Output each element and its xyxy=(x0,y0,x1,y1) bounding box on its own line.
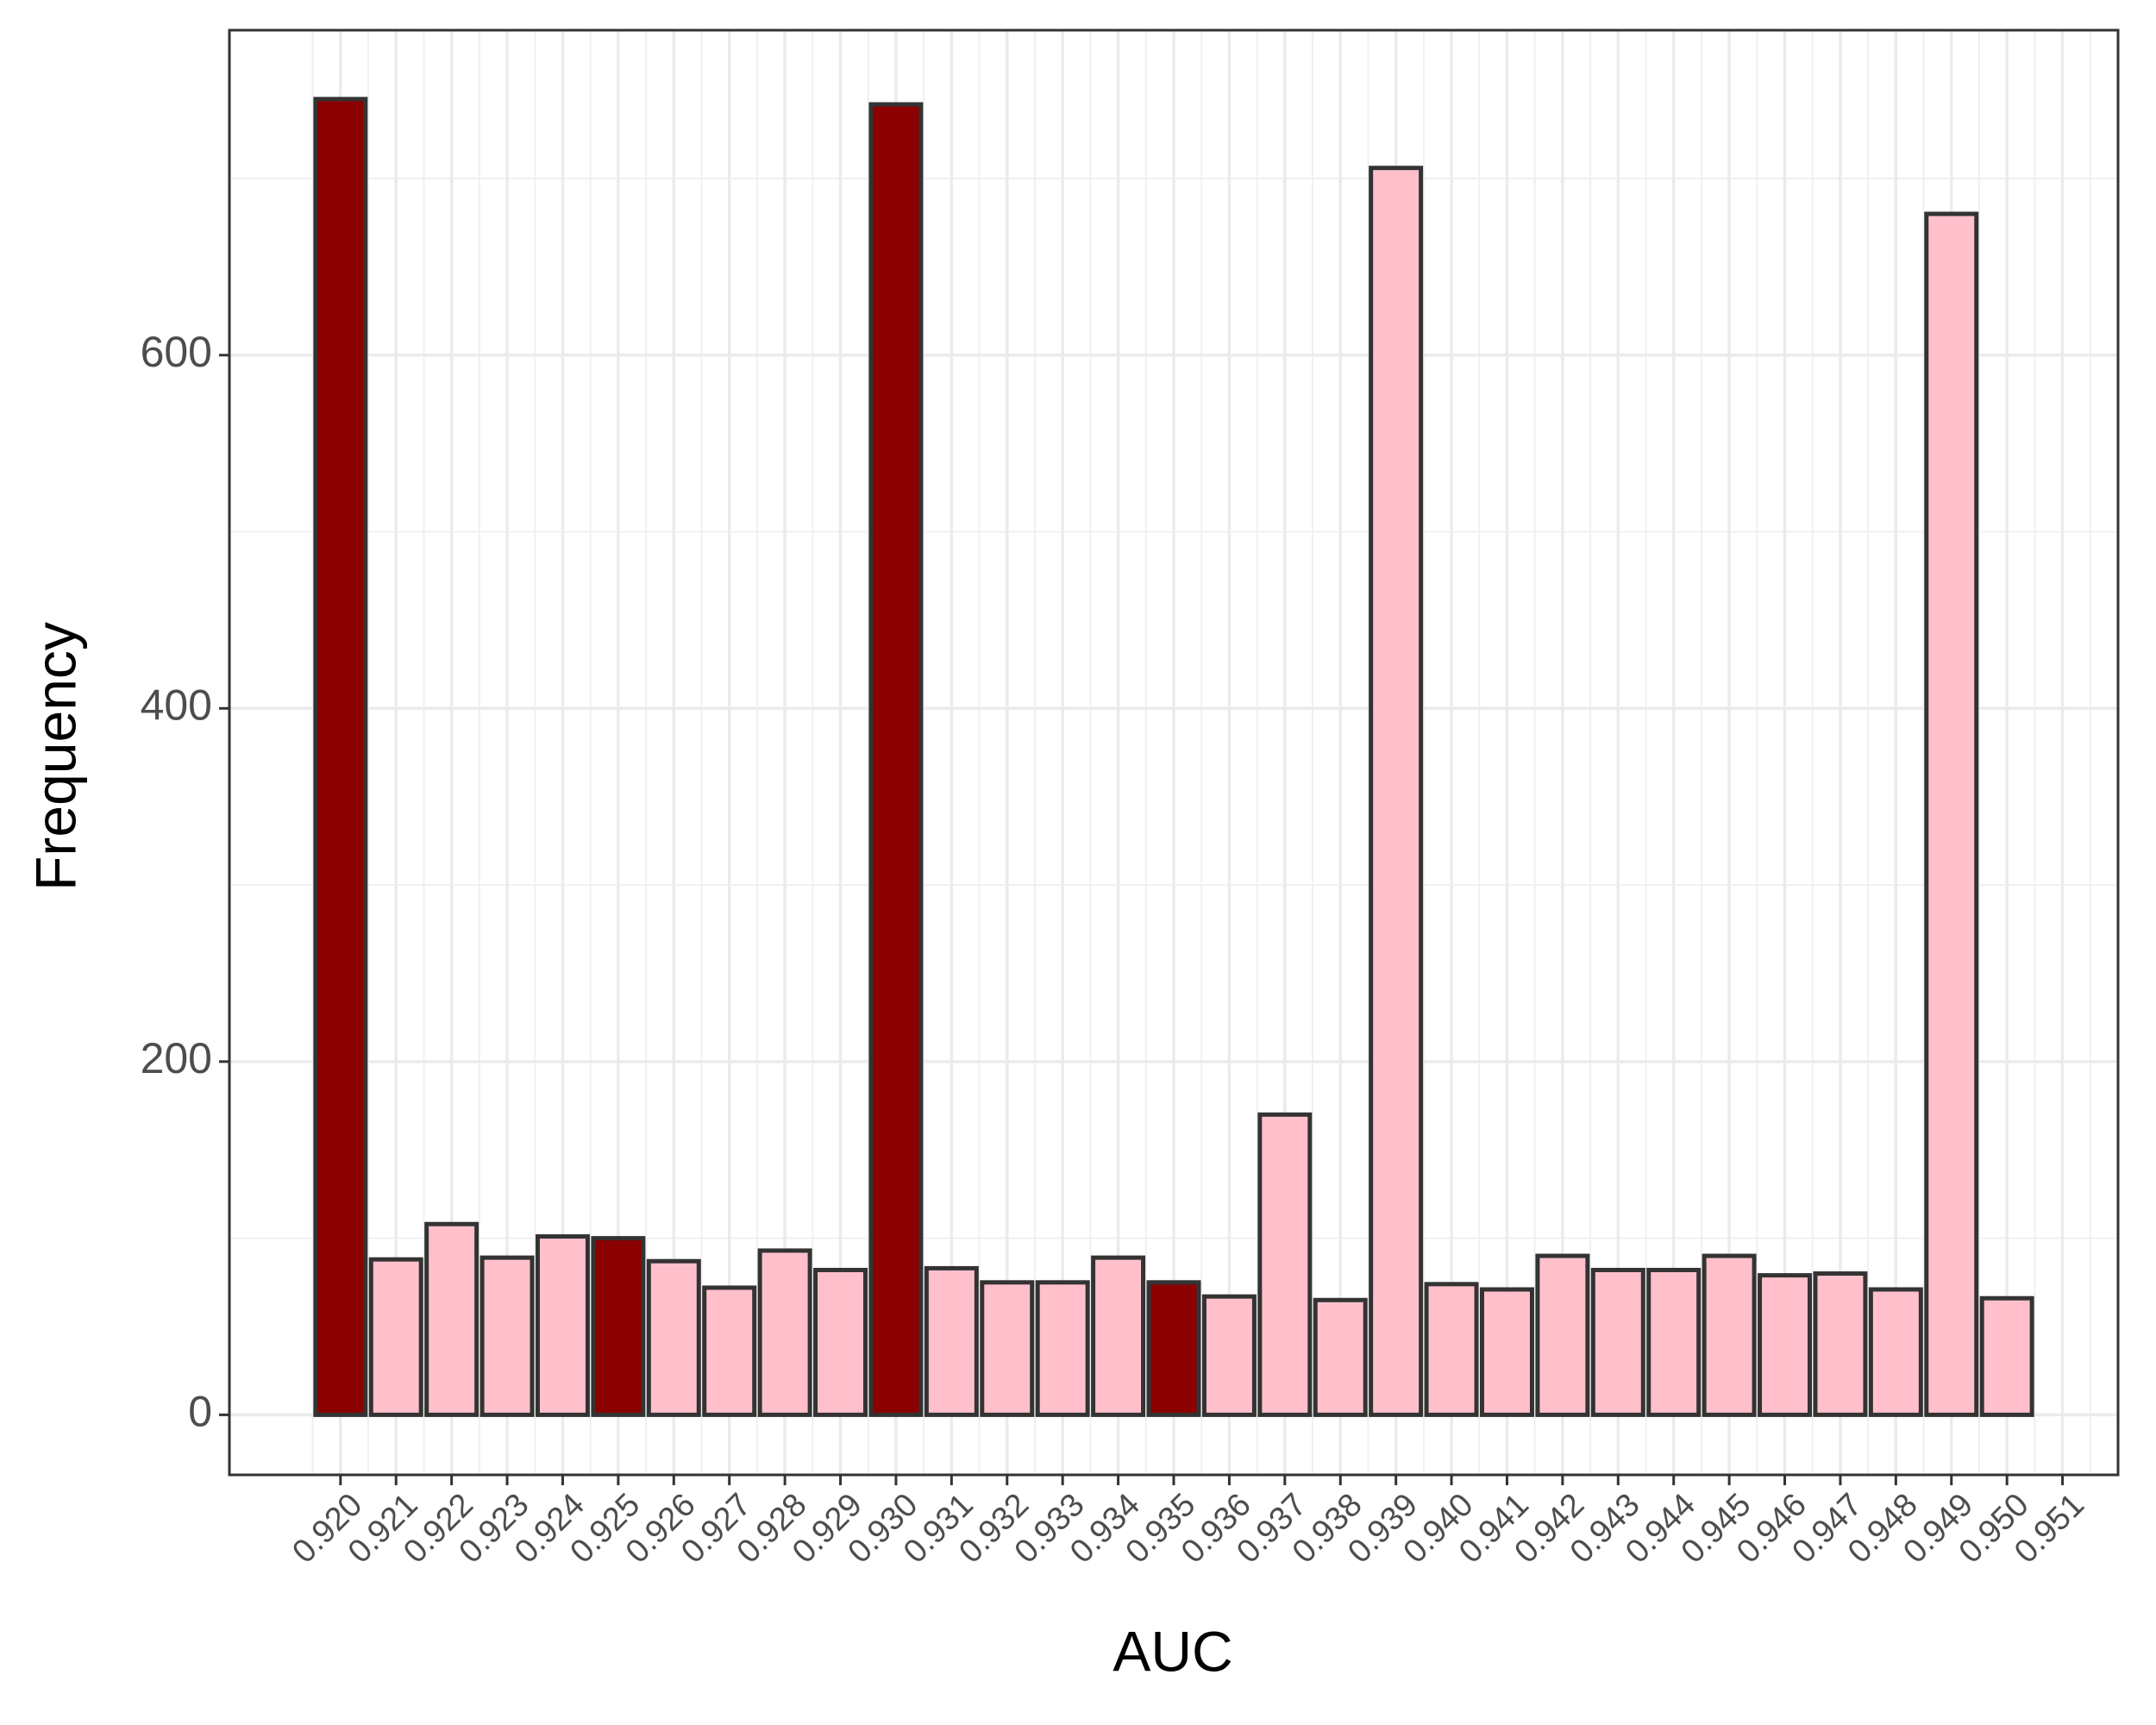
bar xyxy=(479,1255,535,1417)
bar xyxy=(313,97,368,1417)
bar xyxy=(1868,1287,1923,1417)
panel-border xyxy=(228,28,2120,1477)
bar xyxy=(1813,1271,1868,1417)
bar xyxy=(1479,1287,1534,1417)
bar xyxy=(1646,1267,1702,1417)
bar xyxy=(1590,1267,1645,1417)
bar xyxy=(1369,166,1424,1417)
bar xyxy=(1146,1280,1201,1417)
bar xyxy=(1201,1294,1257,1417)
y-tick-label: 200 xyxy=(141,1034,212,1082)
bar xyxy=(813,1267,868,1417)
bar xyxy=(1257,1112,1313,1417)
bar xyxy=(1313,1297,1368,1417)
bar xyxy=(1702,1253,1757,1417)
bar xyxy=(868,102,924,1417)
y-tick-label: 600 xyxy=(141,328,212,376)
bar xyxy=(1035,1280,1090,1417)
bar xyxy=(646,1258,701,1417)
bar xyxy=(702,1285,757,1417)
bar xyxy=(535,1234,590,1417)
bar xyxy=(1535,1253,1590,1417)
y-axis-title: Frequency xyxy=(23,622,87,891)
bar xyxy=(424,1221,479,1417)
bar xyxy=(368,1257,423,1417)
y-tick-label: 0 xyxy=(188,1388,212,1436)
bar xyxy=(1924,211,1979,1417)
bar xyxy=(980,1280,1035,1417)
bar xyxy=(1091,1255,1146,1417)
x-axis-title: AUC xyxy=(1112,1619,1232,1683)
bar xyxy=(1979,1295,2034,1417)
bar xyxy=(591,1236,646,1417)
bar xyxy=(1424,1282,1479,1417)
bar xyxy=(757,1248,812,1417)
bar xyxy=(924,1265,979,1417)
bar xyxy=(1758,1273,1813,1417)
y-tick-label: 400 xyxy=(141,681,212,730)
